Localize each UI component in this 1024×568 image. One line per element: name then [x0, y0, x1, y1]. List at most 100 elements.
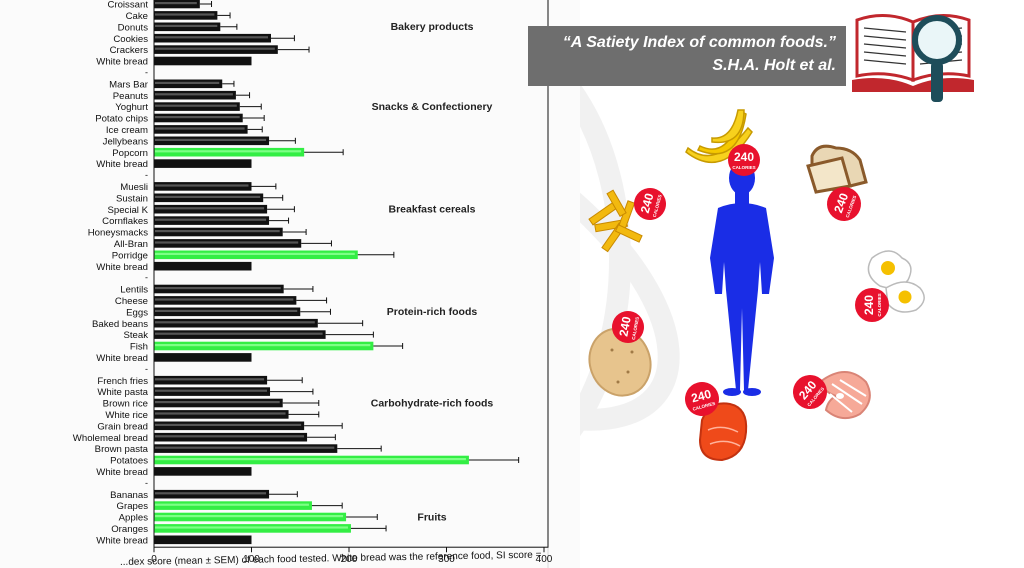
salmon-icon [818, 371, 871, 420]
bar-stripe [155, 104, 237, 107]
calorie-badge-potato: 240 CALORIES [612, 311, 644, 343]
bar-stripe [155, 2, 197, 5]
tick-label: Honeysmacks [88, 228, 148, 239]
tick-label: Jellybeans [103, 136, 149, 147]
bar-stripe [155, 401, 280, 404]
tick-label: Ice cream [106, 125, 148, 136]
tick-label: White rice [105, 410, 148, 421]
bar-stripe [155, 207, 265, 210]
tick-label: Peanuts [113, 91, 148, 102]
tick-label: Eggs [126, 307, 148, 318]
bar-stripe [155, 526, 348, 529]
tick-label: Cornflakes [102, 216, 148, 227]
tick-label: White bread [96, 353, 148, 364]
citation-title: “A Satiety Index of common foods.” [562, 34, 836, 51]
bar [154, 159, 252, 168]
bar [154, 353, 252, 362]
tick-label: Muesli [120, 182, 148, 193]
calorie-badge-number: 240 [616, 315, 633, 337]
bar-stripe [155, 138, 267, 141]
bar-stripe [155, 127, 245, 130]
tick-label: Brown rice [103, 399, 148, 410]
bar-stripe [155, 309, 298, 312]
calorie-badge-unit: CALORIES [877, 293, 882, 316]
tick-label: Yoghurt [115, 102, 148, 113]
bar-stripe [155, 389, 268, 392]
bar-stripe [155, 150, 302, 153]
bar-stripe [155, 47, 275, 50]
tick-label: French fries [97, 376, 148, 387]
bar-stripe [155, 412, 286, 415]
tick-label: Wholemeal bread [73, 433, 148, 444]
bar-stripe [155, 252, 355, 255]
tick-label: Mars Bar [109, 79, 149, 90]
x-tick-label: 200 [341, 554, 358, 565]
tick-label: Apples [119, 513, 149, 524]
tick-label: Popcorn [112, 148, 148, 159]
tick-label: White bread [96, 467, 148, 478]
bar-stripe [155, 184, 249, 187]
calorie-badge-number: 240 [638, 191, 657, 214]
bar-stripe [155, 81, 220, 84]
bar-stripe [155, 435, 305, 438]
tick-label: Potatoes [110, 456, 148, 467]
calorie-badge-number: 240 [862, 295, 876, 315]
tick-label: White bread [96, 535, 148, 546]
bar-stripe [155, 287, 281, 290]
group-label: Carbohydrate-rich foods [371, 397, 494, 409]
bar-stripe [155, 492, 267, 495]
tick-label: Grain bread [97, 421, 148, 432]
tick-label: Porridge [112, 250, 148, 261]
tick-label: Baked beans [92, 319, 148, 330]
paper-background [0, 0, 580, 568]
calorie-badge-unit: CALORIES [692, 401, 716, 412]
tick-label: - [145, 170, 148, 180]
tick-label: Special K [107, 205, 148, 216]
calorie-badge-steak: 240 CALORIES [685, 382, 719, 416]
tick-label: Crackers [110, 45, 149, 56]
bar-stripe [155, 503, 309, 506]
plot-frame [153, 0, 549, 548]
bar-stripe [155, 332, 323, 335]
paper-scan: CroissantCakeDonutsCookiesCrackersWhite … [0, 0, 580, 568]
human-silhouette-icon [710, 161, 774, 396]
bar-stripe [155, 241, 299, 244]
potato-icon [588, 327, 652, 397]
calorie-badge-top: 240 CALORIES [728, 144, 760, 176]
bar [154, 535, 252, 545]
tick-label: Steak [123, 330, 148, 341]
group-label: Fruits [417, 511, 446, 523]
bar-stripe [155, 321, 315, 324]
calorie-badge-number: 240 [831, 191, 851, 215]
bar-stripe [155, 378, 265, 381]
tick-label: Cake [126, 11, 148, 22]
tick-label: Lentils [120, 285, 148, 296]
tick-label: Grapes [117, 501, 149, 512]
tick-label: - [145, 67, 148, 77]
bar-stripe [155, 423, 302, 426]
calorie-badge-number: 240 [734, 150, 754, 164]
tick-label: All-Bran [114, 239, 148, 250]
bar-stripe [155, 344, 371, 347]
bar-stripe [155, 93, 233, 96]
bar-stripe [155, 230, 280, 233]
group-label: Snacks & Confectionery [372, 101, 493, 113]
bar [154, 56, 252, 66]
calorie-badge-unit: CALORIES [652, 194, 663, 218]
bar-stripe [155, 446, 335, 449]
x-tick-label: 100 [243, 554, 260, 565]
french-fries-icon [588, 189, 643, 253]
x-tick-label: 400 [536, 554, 553, 565]
satiety-bar-chart: CroissantCakeDonutsCookiesCrackersWhite … [73, 0, 553, 565]
bar-stripe [155, 13, 215, 16]
steak-icon [698, 402, 748, 462]
citation-authors: S.H.A. Holt et al. [712, 57, 836, 74]
calorie-badge-fries: 240 CALORIES [634, 188, 666, 220]
bar-stripe [155, 24, 218, 27]
bar-stripe [155, 36, 268, 39]
bar [154, 261, 252, 271]
bread-icon [806, 144, 868, 194]
tick-label: Bananas [110, 490, 148, 501]
bar-stripe [155, 458, 466, 461]
tick-label: Donuts [118, 22, 149, 33]
